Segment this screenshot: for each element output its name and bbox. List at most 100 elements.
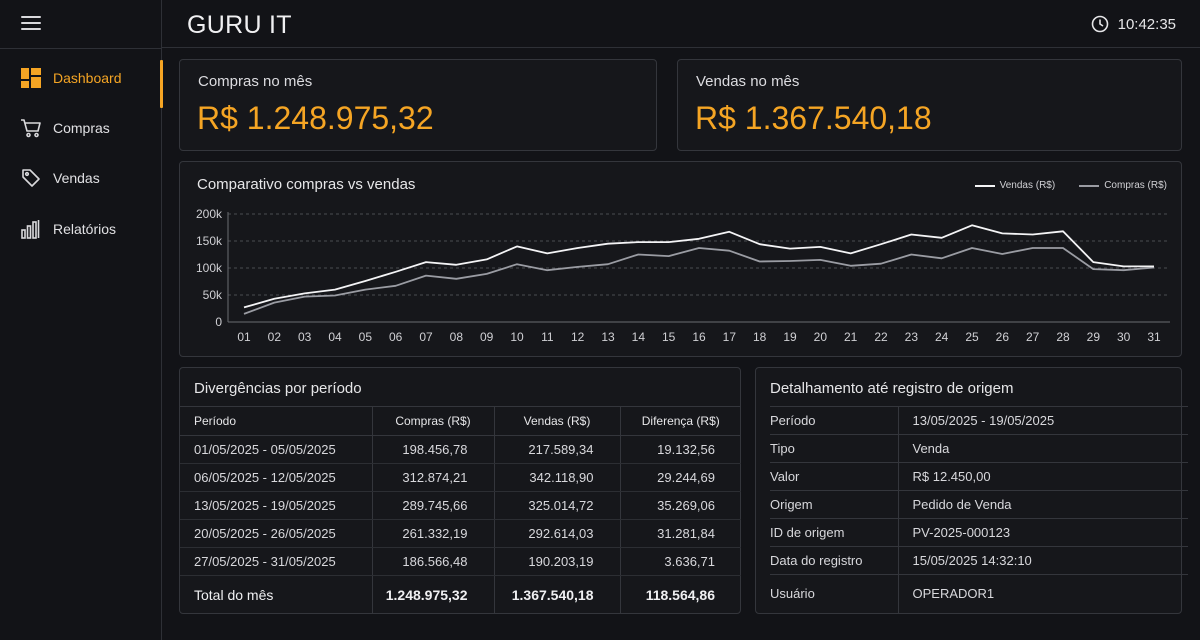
divergencias-title: Divergências por período [194, 380, 362, 397]
column-header: Vendas (R$) [494, 406, 621, 436]
kpi-card-compras: Compras no mês R$ 1.248.975,32 [179, 59, 657, 151]
y-tick-label: 50k [203, 288, 223, 302]
x-tick-label: 18 [753, 330, 767, 344]
x-tick-label: 14 [632, 330, 646, 344]
legend-label: Vendas (R$) [999, 180, 1056, 191]
cell-total-vendas: 1.367.540,18 [494, 575, 621, 614]
cell-vendas: 342.118,90 [494, 463, 621, 492]
sidebar-item-label: Relatórios [53, 221, 117, 237]
table-total-row: Total do mês 1.248.975,32 1.367.540,18 1… [180, 575, 741, 614]
x-tick-label: 31 [1147, 330, 1161, 344]
detail-row: Usuário OPERADOR1 [770, 574, 1188, 613]
kpi-value: R$ 1.367.540,18 [695, 100, 932, 136]
kpi-card-vendas: Vendas no mês R$ 1.367.540,18 [677, 59, 1182, 151]
table-row[interactable]: 01/05/2025 - 05/05/2025 198.456,78 217.5… [180, 435, 741, 464]
detail-value: R$ 12.450,00 [898, 462, 1188, 491]
sidebar-item-compras[interactable]: Compras [0, 104, 162, 152]
cell-periodo: 20/05/2025 - 26/05/2025 [180, 519, 373, 548]
detail-key: Usuário [770, 574, 899, 613]
detail-key: ID de origem [770, 518, 899, 547]
legend-item-vendas: Vendas (R$) [974, 180, 1056, 191]
sidebar-item-vendas[interactable]: Vendas [0, 154, 162, 202]
hamburger-menu-icon[interactable] [21, 16, 41, 32]
x-tick-label: 20 [814, 330, 828, 344]
x-tick-label: 22 [874, 330, 888, 344]
tag-icon [20, 167, 42, 189]
cell-periodo: 01/05/2025 - 05/05/2025 [180, 435, 373, 464]
detail-row: Valor R$ 12.450,00 [770, 462, 1188, 491]
line-chart: 0 50k 100k 150k 200k 01 02 03 04 05 06 07 08 09 10 11 12… [196, 207, 1170, 344]
chart-card: Comparativo compras vs vendas Vendas (R$… [179, 161, 1182, 357]
kpi-label: Compras no mês [198, 73, 313, 90]
cell-compras: 289.745,66 [372, 491, 495, 520]
table-row[interactable]: 27/05/2025 - 31/05/2025 186.566,48 190.2… [180, 547, 741, 576]
x-tick-label: 26 [996, 330, 1010, 344]
sidebar-item-label: Vendas [53, 170, 100, 186]
column-header: Diferença (R$) [620, 406, 741, 436]
cell-diferenca: 29.244,69 [620, 463, 741, 492]
detail-key: Data do registro [770, 546, 899, 575]
column-header: Compras (R$) [372, 406, 495, 436]
cell-periodo: 27/05/2025 - 31/05/2025 [180, 547, 373, 576]
table-row[interactable]: 06/05/2025 - 12/05/2025 312.874,21 342.1… [180, 463, 741, 492]
sidebar: Dashboard Compras Vendas Relatórios [0, 0, 163, 640]
sidebar-item-label: Dashboard [53, 70, 122, 86]
divergencias-card: Divergências por período Período Compras… [179, 367, 741, 614]
sidebar-item-relatorios[interactable]: Relatórios [0, 205, 162, 253]
x-tick-label: 11 [541, 330, 554, 344]
table-row[interactable]: 13/05/2025 - 19/05/2025 289.745,66 325.0… [180, 491, 741, 520]
detail-key: Período [770, 406, 899, 435]
cell-vendas: 217.589,34 [494, 435, 621, 464]
clock: 10:42:35 [1091, 15, 1176, 33]
detail-key: Valor [770, 462, 899, 491]
cell-total-diferenca: 118.564,86 [645, 586, 715, 603]
legend-swatch-vendas [974, 184, 995, 187]
x-tick-label: 16 [692, 330, 706, 344]
cell-compras: 312.874,21 [372, 463, 495, 492]
chart-title: Comparativo compras vs vendas [197, 176, 416, 193]
x-tick-label: 24 [935, 330, 949, 344]
y-tick-label: 150k [196, 234, 223, 248]
y-tick-label: 100k [196, 261, 223, 275]
cell-total-label: Total do mês [180, 575, 373, 614]
x-tick-label: 05 [359, 330, 373, 344]
cell-periodo: 13/05/2025 - 19/05/2025 [180, 491, 373, 520]
legend-swatch-compras [1079, 184, 1100, 187]
x-tick-label: 21 [844, 330, 858, 344]
cell-compras: 186.566,48 [372, 547, 495, 576]
x-tick-label: 29 [1087, 330, 1101, 344]
detail-key: Tipo [770, 434, 899, 463]
sidebar-item-dashboard[interactable]: Dashboard [0, 54, 163, 108]
detail-row: Data do registro 15/05/2025 14:32:10 [770, 546, 1188, 575]
x-tick-label: 08 [450, 330, 464, 344]
cell-diferenca: 19.132,56 [620, 435, 741, 464]
detalhamento-card: Detalhamento até registro de origem Perí… [755, 367, 1188, 614]
cart-icon [20, 117, 42, 139]
x-tick-label: 13 [601, 330, 615, 344]
x-tick-label: 09 [480, 330, 494, 344]
cell-vendas: 325.014,72 [494, 491, 621, 520]
x-tick-label: 25 [965, 330, 979, 344]
cell-vendas: 292.614,03 [494, 519, 621, 548]
detail-value: 15/05/2025 14:32:10 [898, 546, 1188, 575]
table-row[interactable]: 20/05/2025 - 26/05/2025 261.332,19 292.6… [180, 519, 741, 548]
clock-icon [1091, 15, 1109, 33]
cell-diferenca: 31.281,84 [620, 519, 741, 548]
x-tick-label: 28 [1056, 330, 1070, 344]
chart-legend: Vendas (R$) Compras (R$) [951, 180, 1167, 191]
y-tick-label: 0 [215, 315, 222, 329]
top-header: GURU IT 10:42:35 [162, 0, 1200, 48]
detail-value: Venda [898, 434, 1188, 463]
sidebar-divider [0, 48, 162, 49]
detail-value: PV-2025-000123 [898, 518, 1188, 547]
legend-label: Compras (R$) [1104, 180, 1167, 191]
x-tick-label: 17 [723, 330, 737, 344]
column-header: Período [180, 406, 373, 436]
x-tick-label: 07 [419, 330, 433, 344]
detail-value: OPERADOR1 [912, 586, 995, 602]
cell-diferenca: 3.636,71 [620, 547, 741, 576]
detail-value: 13/05/2025 - 19/05/2025 [898, 406, 1188, 435]
cell-diferenca: 35.269,06 [620, 491, 741, 520]
detail-row: Origem Pedido de Venda [770, 490, 1188, 519]
bar-report-icon [20, 218, 42, 240]
